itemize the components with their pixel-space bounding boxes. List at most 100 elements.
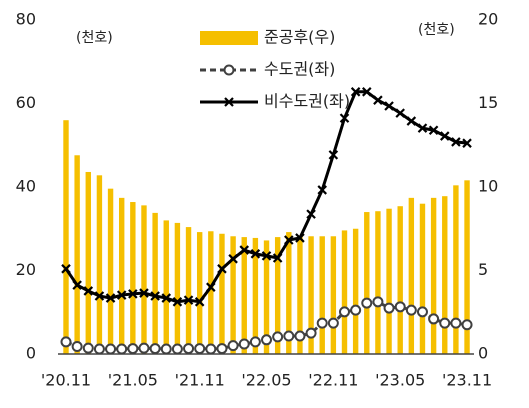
- point: [183, 295, 194, 305]
- point: [316, 317, 328, 329]
- point: [284, 235, 294, 245]
- point: [428, 313, 440, 325]
- point: [395, 108, 405, 118]
- point: [116, 290, 127, 300]
- point: [105, 293, 116, 303]
- point: [439, 317, 451, 329]
- bar: [419, 203, 426, 354]
- point: [128, 289, 138, 299]
- point: [250, 249, 261, 259]
- y-axis-label: (천호): [76, 30, 113, 46]
- point: [217, 264, 227, 274]
- point: [306, 209, 316, 219]
- legend-entry: 준공후(우): [200, 28, 335, 47]
- bar: [85, 171, 91, 354]
- bar: [141, 205, 147, 354]
- bar: [241, 237, 247, 354]
- point: [94, 291, 105, 301]
- bar: [130, 202, 136, 354]
- point: [239, 245, 250, 255]
- bar: [74, 155, 80, 354]
- legend-label: 준공후(우): [264, 28, 335, 47]
- point: [317, 185, 327, 195]
- bar: [63, 120, 69, 354]
- bar: [174, 222, 181, 354]
- y-tick-label: 0: [26, 344, 36, 363]
- point: [361, 297, 373, 309]
- x-tick-label: '22.11: [308, 371, 358, 390]
- bar: [96, 175, 103, 354]
- bar: [119, 197, 125, 354]
- point: [462, 138, 472, 148]
- point: [439, 131, 450, 141]
- bar: [375, 211, 381, 354]
- legend-entry: 비수도권(좌): [200, 92, 350, 111]
- point: [150, 291, 160, 301]
- bar: [230, 236, 236, 354]
- point: [206, 282, 216, 292]
- point: [205, 343, 217, 355]
- point: [249, 336, 261, 348]
- point: [417, 123, 428, 133]
- bar: [352, 228, 359, 354]
- legend-label: 수도권(좌): [264, 60, 335, 79]
- point: [372, 296, 384, 308]
- point: [172, 297, 183, 307]
- point: [384, 101, 394, 111]
- point: [261, 251, 272, 261]
- point: [61, 264, 71, 274]
- bar: [208, 231, 214, 354]
- bar: [341, 230, 348, 354]
- bar: [330, 236, 337, 354]
- x-tick-label: '21.11: [175, 371, 225, 390]
- legend-swatch: [200, 31, 258, 45]
- x-tick-label: '21.05: [108, 371, 158, 390]
- bar: [274, 237, 281, 354]
- point: [339, 113, 350, 123]
- point: [405, 304, 417, 316]
- point: [406, 116, 417, 126]
- legend-marker: [223, 64, 235, 76]
- bar: [464, 180, 470, 354]
- bar: [430, 197, 437, 354]
- point: [283, 330, 295, 342]
- point: [451, 137, 461, 147]
- point: [194, 297, 205, 307]
- point: [216, 343, 228, 355]
- bar: [397, 206, 403, 354]
- point: [383, 302, 395, 314]
- bar: [364, 212, 370, 354]
- y2-tick-label: 15: [478, 93, 498, 112]
- point: [227, 340, 239, 352]
- legend-label: 비수도권(좌): [264, 92, 350, 111]
- point: [461, 319, 473, 331]
- point: [428, 125, 439, 135]
- bar: [442, 196, 448, 354]
- point: [82, 342, 94, 354]
- point: [171, 343, 183, 355]
- y-tick-label: 60: [16, 93, 36, 112]
- point: [272, 253, 283, 263]
- point: [183, 343, 195, 355]
- bar: [252, 237, 259, 354]
- point: [160, 343, 172, 355]
- x-tick-label: '23.05: [375, 371, 425, 390]
- point: [149, 343, 161, 355]
- x-tick-label: '20.11: [41, 371, 91, 390]
- legend-entry: 수도권(좌): [200, 60, 335, 79]
- point: [327, 317, 339, 329]
- point: [127, 343, 139, 355]
- point: [105, 343, 117, 355]
- bar: [263, 240, 270, 354]
- point: [139, 288, 149, 298]
- bar: [453, 185, 459, 354]
- point: [362, 87, 372, 97]
- bar: [386, 208, 392, 354]
- point: [83, 286, 94, 296]
- point: [238, 338, 250, 350]
- point: [305, 327, 317, 339]
- y-tick-label: 40: [16, 177, 36, 196]
- x-tick-label: '22.05: [241, 371, 291, 390]
- y2-tick-label: 0: [478, 344, 488, 363]
- point: [71, 340, 83, 352]
